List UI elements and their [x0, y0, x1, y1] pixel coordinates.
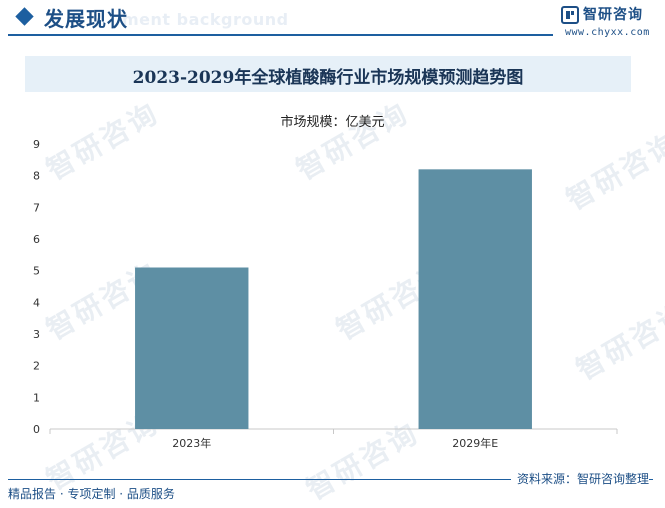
section-bg-text: ment background — [122, 10, 289, 29]
bar — [418, 169, 532, 430]
y-tick-label: 6 — [33, 233, 40, 246]
y-tick-label: 2 — [33, 360, 40, 373]
y-tick-label: 7 — [33, 201, 40, 214]
section-title: 发展现状 — [44, 7, 128, 31]
footer-divider — [8, 479, 653, 480]
chart-title-band: 2023-2029年全球植酸酶行业市场规模预测趋势图 — [25, 56, 631, 92]
header-divider — [8, 34, 553, 36]
y-tick-label: 0 — [33, 423, 40, 436]
y-tick-label: 4 — [33, 296, 40, 309]
x-tick-label: 2023年 — [172, 436, 211, 450]
footer-tagline: 精品报告 · 专项定制 · 品质服务 — [8, 487, 175, 501]
source-text: 资料来源：智研咨询整理 — [510, 470, 649, 487]
y-tick-label: 9 — [33, 138, 40, 151]
header: ment background 发展现状 智研咨询 www.chyxx.com — [0, 0, 665, 44]
bar — [135, 267, 249, 429]
y-tick-label: 8 — [33, 170, 40, 183]
logo-text: 智研咨询 — [583, 7, 643, 23]
y-tick-label: 3 — [33, 328, 40, 341]
y-tick-label: 1 — [33, 391, 40, 404]
y-tick-label: 5 — [33, 265, 40, 278]
x-tick-label: 2029年E — [452, 436, 498, 450]
chart-title: 2023-2029年全球植酸酶行业市场规模预测趋势图 — [132, 68, 524, 88]
logo-url: www.chyxx.com — [565, 27, 650, 38]
logo-icon — [561, 6, 579, 24]
unit-label: 市场规模：亿美元 — [280, 115, 385, 130]
